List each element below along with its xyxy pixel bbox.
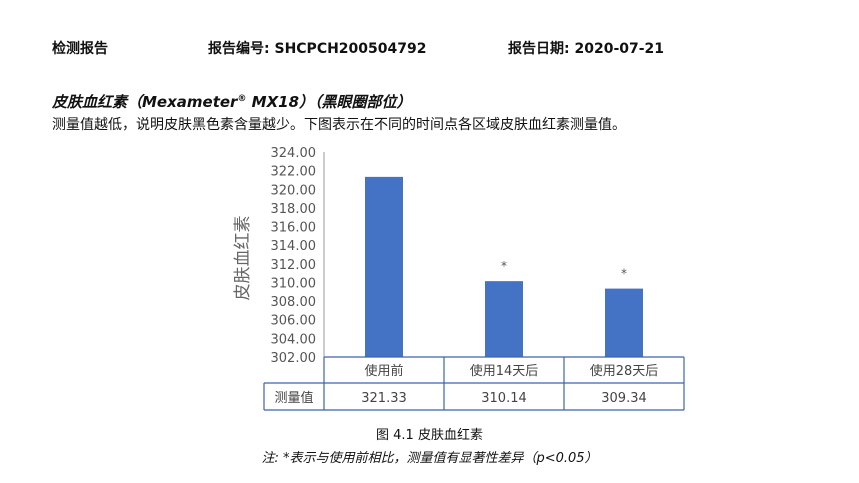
significance-marker: * (501, 259, 507, 273)
y-axis-label: 皮肤血红素 (233, 216, 253, 301)
y-tick-label: 308.00 (271, 295, 317, 310)
section-title: 皮肤血红素（Mexameter® MX18）（黑眼圈部位） (52, 91, 412, 112)
data-value-label: 321.33 (361, 391, 407, 406)
y-tick-label: 314.00 (271, 239, 317, 254)
registered-mark: ® (237, 94, 247, 104)
y-tick-label: 312.00 (271, 258, 317, 273)
report-number-label: 报告编号: (208, 41, 270, 57)
data-value-label: 310.14 (481, 391, 527, 406)
bar (485, 281, 523, 357)
report-number-value: SHCPCH200504792 (274, 41, 427, 57)
report-date-value: 2020-07-21 (574, 41, 665, 57)
y-tick-label: 322.00 (271, 165, 317, 180)
x-category-label: 使用28天后 (590, 363, 659, 379)
y-tick-label: 318.00 (271, 202, 317, 217)
y-tick-label: 310.00 (271, 276, 317, 291)
report-date: 报告日期: 2020-07-21 (508, 38, 664, 58)
data-value-label: 309.34 (601, 391, 647, 406)
bar (365, 176, 403, 357)
y-tick-label: 304.00 (271, 332, 317, 347)
significance-note: 注: *表示与使用前相比，测量值有显著性差异（p<0.05） (261, 451, 598, 466)
significance-marker: * (621, 267, 627, 281)
table-row-label: 测量值 (274, 390, 313, 406)
section-description: 测量值越低，说明皮肤黑色素含量越少。下图表示在不同的时间点各区域皮肤血红素测量值… (52, 117, 626, 133)
section-title-prefix: 皮肤血红素（Mexameter (52, 93, 238, 111)
report-type: 检测报告 (52, 41, 108, 57)
y-tick-label: 302.00 (271, 351, 317, 366)
x-category-label: 使用14天后 (470, 363, 539, 379)
y-tick-label: 324.00 (271, 146, 317, 161)
y-tick-label: 316.00 (271, 221, 317, 236)
y-tick-label: 320.00 (271, 183, 317, 198)
report-date-label: 报告日期: (508, 41, 570, 57)
report-number: 报告编号: SHCPCH200504792 (208, 38, 426, 58)
x-category-label: 使用前 (364, 363, 403, 379)
bar (605, 288, 643, 357)
figure-caption: 图 4.1 皮肤血红素 (376, 428, 483, 443)
y-tick-label: 306.00 (271, 314, 317, 329)
section-title-suffix: MX18）（黑眼圈部位） (246, 93, 412, 111)
